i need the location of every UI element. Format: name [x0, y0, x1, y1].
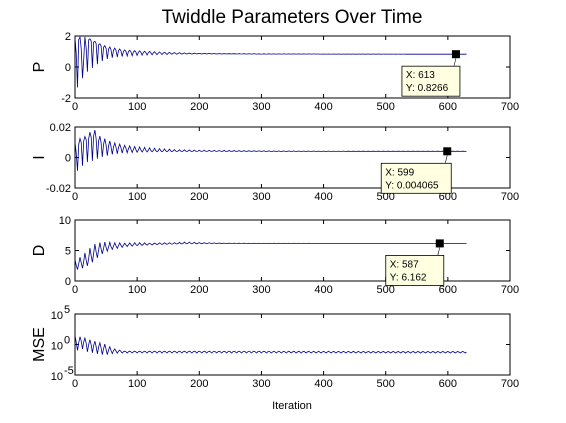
x-tick-label: 500	[377, 378, 395, 390]
y-tick-label: 2	[65, 31, 71, 43]
datatip-pointer	[437, 247, 441, 256]
x-tick-label: 0	[72, 101, 78, 113]
x-tick-label: 200	[190, 101, 208, 113]
y-tick-label: 10	[59, 215, 71, 227]
y-tick-label-exponent: -5	[64, 365, 74, 377]
x-tick-label: 600	[439, 284, 457, 296]
x-tick-label: 400	[314, 191, 332, 203]
x-tick-label: 400	[314, 284, 332, 296]
y-tick-label: 0	[65, 276, 71, 288]
x-tick-label: 700	[501, 284, 519, 296]
x-tick-label: 300	[252, 191, 270, 203]
y-tick-label: -2	[61, 93, 71, 105]
x-tick-label: 700	[501, 191, 519, 203]
x-tick-label: 300	[252, 101, 270, 113]
x-tick-label: 100	[128, 378, 146, 390]
y-tick-label: 0	[65, 153, 71, 165]
datatip-marker	[435, 239, 444, 248]
x-tick-label: 400	[314, 378, 332, 390]
x-tick-label: 500	[377, 284, 395, 296]
series-line-d	[74, 240, 467, 270]
y-tick-label: 5	[65, 246, 71, 258]
x-tick-label: 200	[190, 378, 208, 390]
x-tick-label: 200	[190, 284, 208, 296]
x-tick-label: 300	[252, 378, 270, 390]
y-axis-label-mse: MSE	[31, 327, 48, 362]
x-tick-label: 400	[314, 101, 332, 113]
x-tick-label: 0	[72, 191, 78, 203]
datatip-y-label: Y: 6.162	[390, 272, 427, 283]
x-tick-label: 0	[72, 284, 78, 296]
x-tick-label: 700	[501, 378, 519, 390]
datatip-y-label: Y: 0.004065	[385, 180, 439, 191]
y-tick-label-exponent: 5	[64, 304, 70, 316]
datatip-x-label: X: 599	[385, 167, 414, 178]
subplot-d: 0 100 200 300 400 500 600 700 0 5 10 D X: 587 Y: 6.16…	[31, 215, 519, 296]
x-axis-label: Iteration	[272, 400, 312, 412]
series-line-mse	[74, 335, 467, 355]
y-axis-label-i: I	[31, 155, 48, 159]
x-tick-label: 100	[128, 284, 146, 296]
datatip-pointer	[453, 58, 457, 67]
y-tick-label-base: 10	[51, 371, 63, 383]
x-tick-label: 600	[439, 378, 457, 390]
x-tick-label: 500	[377, 191, 395, 203]
y-tick-label: 0.02	[50, 122, 71, 134]
series-line-i	[74, 130, 467, 171]
y-axis-label-p: P	[31, 62, 48, 73]
y-axis-label-d: D	[31, 245, 48, 257]
y-tick-label: 0	[65, 62, 71, 74]
datatip-marker	[443, 147, 452, 156]
y-tick-label: -0.02	[46, 183, 71, 195]
x-tick-label: 0	[72, 378, 78, 390]
x-tick-label: 600	[439, 101, 457, 113]
plot-area-mse	[74, 313, 511, 376]
datatip-x-label: X: 587	[390, 259, 419, 270]
chart-title: Twiddle Parameters Over Time	[162, 7, 423, 28]
y-tick-label-base: 10	[51, 341, 63, 353]
x-tick-label: 100	[128, 101, 146, 113]
datatip-pointer	[444, 155, 448, 164]
series-line-p	[74, 35, 467, 88]
y-tick-label-exponent: 0	[64, 335, 70, 347]
plot-area-d	[74, 219, 511, 282]
datatip-box	[380, 162, 452, 194]
datatip-x-label: X: 613	[406, 70, 435, 81]
x-tick-label: 700	[501, 101, 519, 113]
datatip-box	[385, 255, 445, 286]
x-tick-label: 300	[252, 284, 270, 296]
datatip-marker	[451, 50, 460, 59]
x-tick-label: 100	[128, 191, 146, 203]
datatip-box	[401, 65, 461, 97]
x-tick-label: 600	[439, 191, 457, 203]
y-tick-label-base: 10	[51, 310, 63, 322]
x-tick-label: 500	[377, 101, 395, 113]
datatip-y-label: Y: 0.8266	[406, 83, 449, 94]
x-tick-label: 200	[190, 191, 208, 203]
